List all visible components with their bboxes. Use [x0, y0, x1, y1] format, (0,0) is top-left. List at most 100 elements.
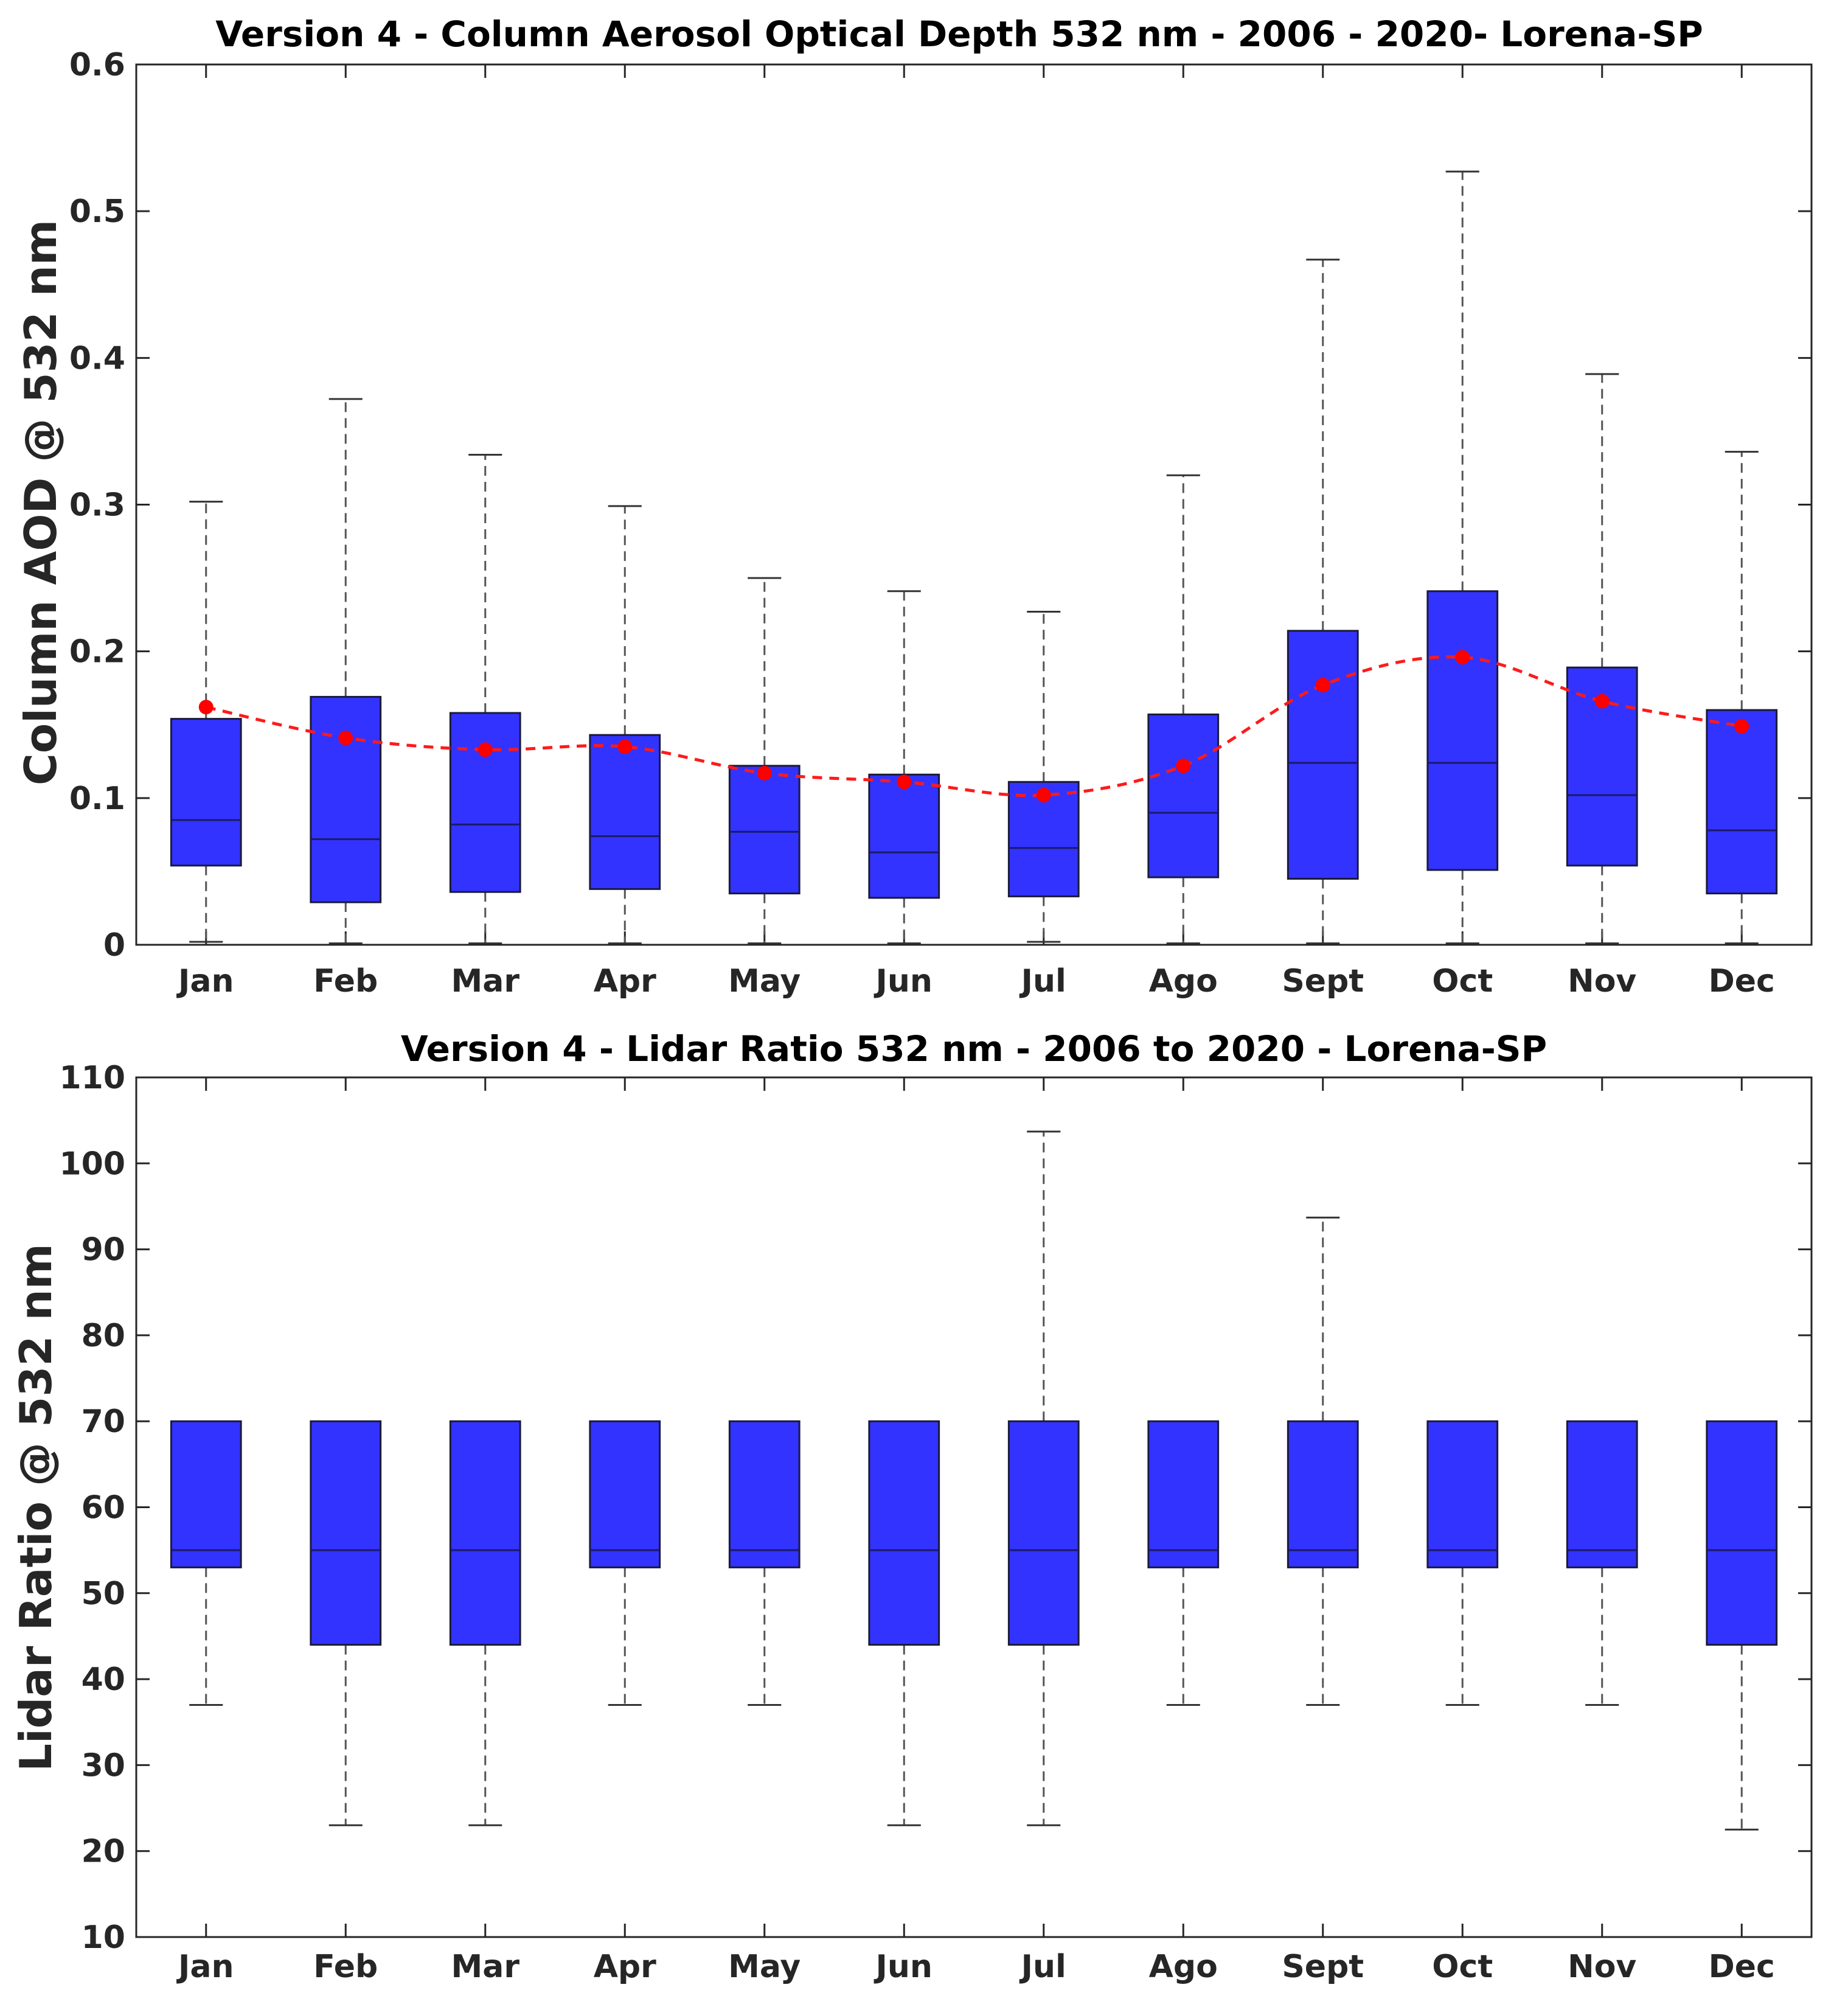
lidar-ratio-box-mar [449, 1420, 521, 1826]
aod-mean-point-dec [1734, 718, 1749, 734]
aod-mean-point-jul [1036, 788, 1051, 803]
iqr-box [1706, 709, 1778, 895]
aod-x-tick-label: Ago [1149, 963, 1218, 1000]
iqr-box [449, 1420, 521, 1646]
aod-y-tick-label: 0.3 [69, 487, 125, 524]
aod-x-tick-label: Nov [1568, 963, 1636, 1000]
aod-mean-point-nov [1594, 694, 1610, 709]
aod-mean-point-oct [1455, 650, 1470, 665]
aod-x-tick-label: Jun [874, 963, 933, 1000]
lidar-ratio-box-feb [310, 1420, 382, 1826]
lidar-ratio-x-tick-label: Nov [1568, 1949, 1636, 1985]
lidar-ratio-x-tick-label: Dec [1709, 1949, 1775, 1985]
aod-box-apr [589, 505, 661, 945]
aod-x-tick-label: May [728, 963, 801, 1000]
aod-axes-frame [135, 63, 1813, 946]
lidar-ratio-y-tick-label: 90 [82, 1232, 125, 1268]
aod-mean-point-sept [1315, 678, 1330, 693]
lidar-ratio-box-sept [1287, 1216, 1359, 1706]
aod-box-jan [170, 501, 242, 943]
iqr-box [1287, 630, 1359, 880]
lidar-ratio-y-tick-label: 60 [82, 1490, 125, 1526]
lidar-ratio-box-jan [170, 1420, 242, 1706]
aod-y-tick-label: 0.2 [69, 634, 125, 670]
aod-mean-point-jun [897, 774, 912, 790]
lidar-ratio-chart-marks: 10 20 30 40 50 60 70 80 90 100 110 Jan Feb Mar Apr May J… [59, 1060, 1812, 1985]
lidar-ratio-x-tick-label: May [728, 1949, 801, 1985]
lidar-ratio-x-tick-label: Oct [1432, 1949, 1493, 1985]
lidar-ratio-y-axis-label: Lidar Ratio @ 532 nm [10, 1243, 61, 1772]
aod-y-tick-label: 0.1 [69, 781, 125, 817]
lidar-ratio-y-tick-label: 10 [82, 1919, 125, 1956]
lidar-ratio-x-tick-label: Apr [594, 1949, 656, 1985]
aod-chart: Version 4 - Column Aerosol Optical Depth… [15, 13, 1813, 1000]
aod-mean-point-may [757, 765, 772, 781]
aod-mean-point-mar [478, 742, 493, 757]
aod-y-tick-label: 0 [103, 927, 125, 964]
iqr-box [1426, 590, 1499, 871]
aod-mean-point-ago [1176, 758, 1191, 773]
aod-y-axis-label: Column AOD @ 532 nm [15, 220, 66, 785]
aod-box-may [728, 577, 801, 945]
iqr-box [1287, 1420, 1359, 1568]
lidar-ratio-y-tick-label: 50 [82, 1576, 125, 1612]
aod-y-tick-label: 0.5 [69, 193, 125, 230]
iqr-box [170, 718, 242, 867]
iqr-box [1147, 1420, 1220, 1568]
iqr-box [1426, 1420, 1499, 1568]
lidar-ratio-box-apr [589, 1420, 661, 1706]
lidar-ratio-axes-frame [135, 1076, 1813, 1938]
aod-x-tick-label: Oct [1432, 963, 1493, 1000]
lidar-ratio-box-jul [1007, 1130, 1080, 1826]
lidar-ratio-box-may [728, 1420, 801, 1706]
lidar-ratio-x-tick-label: Jun [874, 1949, 933, 1985]
iqr-box [1566, 1420, 1638, 1568]
iqr-box [449, 712, 521, 893]
lidar-ratio-box-ago [1147, 1420, 1220, 1706]
aod-y-tick-label: 0.4 [69, 340, 125, 377]
iqr-box [868, 773, 940, 899]
lidar-ratio-y-tick-label: 100 [59, 1146, 125, 1182]
lidar-ratio-x-tick-label: Mar [451, 1949, 520, 1985]
aod-x-tick-label: Sept [1282, 963, 1364, 1000]
aod-box-oct [1426, 170, 1499, 945]
aod-y-tick-label: 0.6 [69, 47, 125, 83]
aod-box-nov [1566, 373, 1638, 945]
aod-x-tick-label: Mar [451, 963, 520, 1000]
aod-x-tick-label: Feb [313, 963, 378, 1000]
aod-box-ago [1147, 474, 1220, 945]
iqr-box [310, 1420, 382, 1646]
lidar-ratio-y-tick-label: 70 [82, 1403, 125, 1440]
lidar-ratio-y-tick-label: 110 [59, 1060, 125, 1096]
lidar-ratio-box-dec [1706, 1420, 1778, 1831]
lidar-ratio-y-tick-label: 20 [82, 1834, 125, 1870]
iqr-box [868, 1420, 940, 1646]
iqr-box [1706, 1420, 1778, 1646]
aod-mean-point-apr [617, 739, 633, 754]
aod-box-dec [1706, 451, 1778, 945]
aod-chart-marks: 0 0.1 0.2 0.3 0.4 0.5 0.6 Jan Feb Mar Apr May Jun Jul… [69, 47, 1812, 1000]
lidar-ratio-chart-title: Version 4 - Lidar Ratio 532 nm - 2006 to… [401, 1028, 1547, 1070]
iqr-box [1566, 666, 1638, 867]
aod-mean-point-jan [198, 700, 214, 715]
aod-x-tick-label: Dec [1709, 963, 1775, 1000]
aod-x-tick-label: Jul [1020, 963, 1066, 1000]
lidar-ratio-x-tick-label: Jan [176, 1949, 234, 1985]
aod-chart-title: Version 4 - Column Aerosol Optical Depth… [215, 13, 1703, 55]
iqr-box [728, 765, 801, 895]
iqr-box [1007, 1420, 1080, 1646]
lidar-ratio-box-oct [1426, 1420, 1499, 1706]
aod-box-sept [1287, 259, 1359, 945]
iqr-box [589, 1420, 661, 1568]
lidar-ratio-box-nov [1566, 1420, 1638, 1706]
lidar-ratio-x-tick-label: Feb [313, 1949, 378, 1985]
aod-box-jun [868, 590, 940, 945]
lidar-ratio-x-tick-label: Jul [1020, 1949, 1066, 1985]
aod-mean-point-feb [338, 730, 353, 745]
aod-x-tick-label: Apr [594, 963, 656, 1000]
lidar-ratio-box-jun [868, 1420, 940, 1826]
lidar-ratio-y-tick-label: 40 [82, 1661, 125, 1698]
lidar-ratio-y-tick-label: 80 [82, 1318, 125, 1354]
